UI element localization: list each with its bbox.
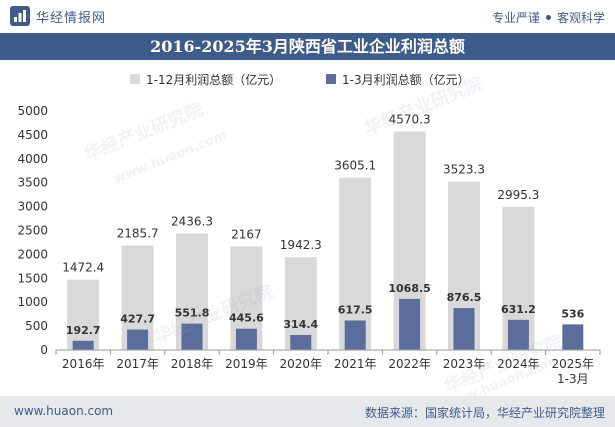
tagline-left: 专业严谨 xyxy=(491,11,540,25)
x-tick-label-line: 2021年 xyxy=(334,357,377,371)
x-tick-label: 2024年 xyxy=(497,357,540,371)
bar-q1 xyxy=(72,340,94,350)
y-tick-label: 1000 xyxy=(17,295,48,309)
bar-chart: 1-12月利润总额（亿元） 1-3月利润总额（亿元） 0 500 1000 1500 20… xyxy=(17,72,601,386)
bar-q1 xyxy=(127,329,149,350)
data-label-q1: 631.2 xyxy=(501,303,536,316)
brand-name: 华经情报网 xyxy=(36,10,107,26)
tagline: 专业严谨 客观科学 xyxy=(492,9,605,26)
bar-q1 xyxy=(562,324,584,350)
data-label-q1: 617.5 xyxy=(338,303,373,316)
x-tick-label: 2021年 xyxy=(334,357,377,371)
x-tick-label: 2016年 xyxy=(62,357,105,371)
x-tick-label-line: 2022年 xyxy=(388,357,431,371)
data-label-annual: 2185.7 xyxy=(117,227,159,241)
legend-swatch-1 xyxy=(130,74,140,84)
y-tick-label: 5000 xyxy=(17,104,48,118)
y-tick-label: 2500 xyxy=(17,224,48,238)
data-label-q1: 1068.5 xyxy=(388,282,430,295)
y-tick-label: 4000 xyxy=(17,152,48,166)
x-tick-label: 2017年 xyxy=(116,357,159,371)
y-tick-label: 4500 xyxy=(17,128,48,142)
data-label-q1: 445.6 xyxy=(229,312,264,325)
data-label-q1: 536 xyxy=(561,307,584,320)
legend-swatch-2 xyxy=(326,74,336,84)
y-tick-label: 2000 xyxy=(17,247,48,261)
x-tick-label: 2019年 xyxy=(225,357,268,371)
y-tick-label: 1500 xyxy=(17,271,48,285)
x-tick-label: 2023年 xyxy=(443,357,486,371)
bar-q1 xyxy=(507,319,529,350)
x-axis: 2016年 2017年 2018年 2019年 2020年 2021年 2022年 2023年… xyxy=(55,349,601,386)
bar-q1 xyxy=(235,328,257,350)
x-tick-label-line: 2017年 xyxy=(116,357,159,371)
huajing-logo-icon xyxy=(10,6,30,26)
x-tick-label: 2020年 xyxy=(280,357,323,371)
bars xyxy=(67,131,584,350)
data-label-q1: 551.8 xyxy=(175,307,210,320)
chart-legend: 1-12月利润总额（亿元） 1-3月利润总额（亿元） xyxy=(130,72,470,87)
data-label-annual: 2436.3 xyxy=(171,215,213,229)
bar-q1 xyxy=(290,334,312,350)
footer-source: 数据来源：国家统计局，华经产业研究院整理 xyxy=(364,406,605,420)
y-tick-label: 500 xyxy=(25,319,48,333)
x-tick-label-line: 2024年 xyxy=(497,357,540,371)
data-label-annual: 1472.4 xyxy=(62,261,104,275)
x-tick-label-line: 2016年 xyxy=(62,357,105,371)
data-label-annual: 2167 xyxy=(231,227,262,241)
legend-label-2: 1-3月利润总额（亿元） xyxy=(342,72,470,87)
data-label-annual: 4570.3 xyxy=(389,113,431,127)
bullet-dot-icon xyxy=(545,15,551,20)
x-tick-label-line: 2020年 xyxy=(280,357,323,371)
data-label-q1: 427.7 xyxy=(120,313,155,326)
x-tick-label-line: 2023年 xyxy=(443,357,486,371)
data-label-annual: 2995.3 xyxy=(497,188,539,202)
y-tick-label: 3000 xyxy=(17,200,48,214)
data-label-q1: 314.4 xyxy=(283,318,318,331)
title-bar: 2016-2025年3月陕西省工业企业利润总额 xyxy=(0,33,615,60)
bar-annual xyxy=(67,279,100,350)
x-tick-label-line: 2019年 xyxy=(225,357,268,371)
bar-q1 xyxy=(344,320,366,350)
y-axis: 0 500 1000 1500 2000 2500 3000 3500 4000 4500 5000 xyxy=(17,104,48,357)
x-tick-label: 2022年 xyxy=(388,357,431,371)
y-tick-label: 0 xyxy=(40,343,48,357)
data-label-annual: 3605.1 xyxy=(334,159,376,173)
bar-annual xyxy=(284,257,317,350)
bar-q1 xyxy=(453,308,475,350)
bar-q1 xyxy=(181,323,203,350)
data-labels: 1472.4 192.7 2185.7 427.7 2436.3 551.8 2167 445… xyxy=(62,113,584,337)
bar-q1 xyxy=(399,298,421,350)
chart-title: 2016-2025年3月陕西省工业企业利润总额 xyxy=(150,37,465,56)
data-label-q1: 192.7 xyxy=(66,324,101,337)
data-label-annual: 1942.3 xyxy=(280,238,322,252)
data-label-annual: 3523.3 xyxy=(443,163,485,177)
brand[interactable]: 华经情报网 xyxy=(10,6,106,26)
footer: www.huaon.com 数据来源：国家统计局，华经产业研究院整理 xyxy=(0,396,615,427)
x-tick-label-line: 2018年 xyxy=(171,357,214,371)
footer-site-link[interactable]: www.huaon.com xyxy=(14,404,114,418)
tagline-right: 客观科学 xyxy=(556,11,605,25)
x-tick-label: 2018年 xyxy=(171,357,214,371)
y-tick-label: 3500 xyxy=(17,176,48,190)
x-tick-label-line: 1-3月 xyxy=(557,372,589,386)
legend-label-1: 1-12月利润总额（亿元） xyxy=(146,72,281,87)
x-tick-label: 2025年 1-3月 xyxy=(552,357,595,386)
top-bar: 华经情报网 专业严谨 客观科学 xyxy=(0,0,615,33)
data-label-q1: 876.5 xyxy=(447,291,482,304)
x-tick-label-line: 2025年 xyxy=(552,357,595,371)
